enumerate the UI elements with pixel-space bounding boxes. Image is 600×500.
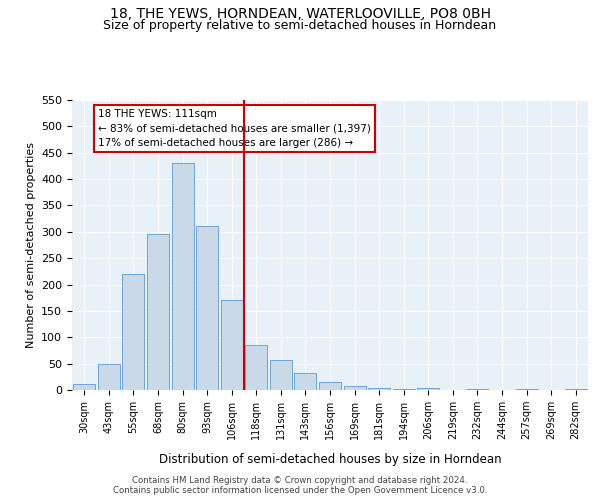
Bar xyxy=(295,372,316,390)
Bar xyxy=(221,300,243,390)
Bar xyxy=(147,234,169,390)
Bar xyxy=(515,389,538,390)
Bar xyxy=(122,274,145,390)
Bar xyxy=(245,345,268,390)
Bar xyxy=(73,384,95,390)
Bar xyxy=(344,386,365,390)
Bar xyxy=(565,389,587,390)
Text: Contains HM Land Registry data © Crown copyright and database right 2024.
Contai: Contains HM Land Registry data © Crown c… xyxy=(113,476,487,495)
Bar xyxy=(319,382,341,390)
Bar xyxy=(417,388,439,390)
Bar xyxy=(172,164,194,390)
Bar xyxy=(368,388,390,390)
Bar xyxy=(392,389,415,390)
Text: 18 THE YEWS: 111sqm
← 83% of semi-detached houses are smaller (1,397)
17% of sem: 18 THE YEWS: 111sqm ← 83% of semi-detach… xyxy=(98,108,371,148)
Bar xyxy=(196,226,218,390)
Text: Size of property relative to semi-detached houses in Horndean: Size of property relative to semi-detach… xyxy=(103,19,497,32)
Text: Distribution of semi-detached houses by size in Horndean: Distribution of semi-detached houses by … xyxy=(158,452,502,466)
Bar xyxy=(270,360,292,390)
Text: 18, THE YEWS, HORNDEAN, WATERLOOVILLE, PO8 0BH: 18, THE YEWS, HORNDEAN, WATERLOOVILLE, P… xyxy=(110,8,491,22)
Bar xyxy=(98,364,120,390)
Y-axis label: Number of semi-detached properties: Number of semi-detached properties xyxy=(26,142,35,348)
